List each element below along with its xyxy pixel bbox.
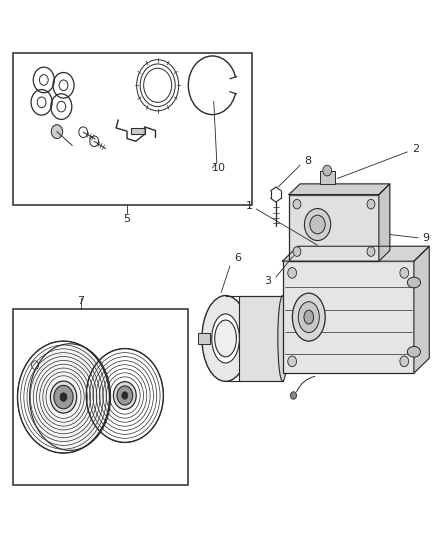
Bar xyxy=(320,171,335,184)
Bar xyxy=(13,309,188,485)
Text: 2: 2 xyxy=(412,144,419,154)
Text: 6: 6 xyxy=(234,253,241,263)
Bar xyxy=(239,295,283,382)
Ellipse shape xyxy=(293,293,325,341)
Ellipse shape xyxy=(278,295,288,382)
Circle shape xyxy=(117,386,133,405)
Polygon shape xyxy=(131,128,145,134)
Circle shape xyxy=(54,385,73,409)
Ellipse shape xyxy=(215,320,237,357)
Polygon shape xyxy=(289,184,390,195)
Text: 8: 8 xyxy=(304,157,311,166)
Circle shape xyxy=(400,356,409,367)
Ellipse shape xyxy=(202,295,249,382)
Circle shape xyxy=(51,125,63,139)
Ellipse shape xyxy=(304,310,314,324)
Text: 3: 3 xyxy=(265,277,272,286)
Circle shape xyxy=(288,268,297,278)
Circle shape xyxy=(122,392,128,399)
Circle shape xyxy=(293,199,301,209)
Ellipse shape xyxy=(298,302,319,333)
Polygon shape xyxy=(414,246,429,373)
Bar xyxy=(13,53,252,205)
Circle shape xyxy=(290,392,297,399)
Wedge shape xyxy=(212,77,239,94)
Text: 7: 7 xyxy=(78,296,85,306)
Circle shape xyxy=(293,247,301,256)
Ellipse shape xyxy=(212,314,239,363)
Ellipse shape xyxy=(304,208,331,240)
Ellipse shape xyxy=(310,215,325,234)
Text: 1: 1 xyxy=(246,201,253,211)
Ellipse shape xyxy=(407,277,420,288)
Polygon shape xyxy=(283,246,429,261)
Bar xyxy=(289,195,379,261)
Circle shape xyxy=(113,382,136,409)
Circle shape xyxy=(367,247,375,256)
Circle shape xyxy=(60,393,67,401)
Ellipse shape xyxy=(29,344,110,450)
Text: 5: 5 xyxy=(124,214,131,223)
Circle shape xyxy=(367,199,375,209)
Polygon shape xyxy=(379,184,390,261)
Text: 10: 10 xyxy=(212,163,226,173)
Circle shape xyxy=(288,356,297,367)
Bar xyxy=(198,333,210,344)
Circle shape xyxy=(323,165,332,176)
Ellipse shape xyxy=(407,346,420,357)
Circle shape xyxy=(400,268,409,278)
Circle shape xyxy=(50,381,77,413)
Text: 9: 9 xyxy=(423,233,430,243)
Bar xyxy=(283,261,414,373)
